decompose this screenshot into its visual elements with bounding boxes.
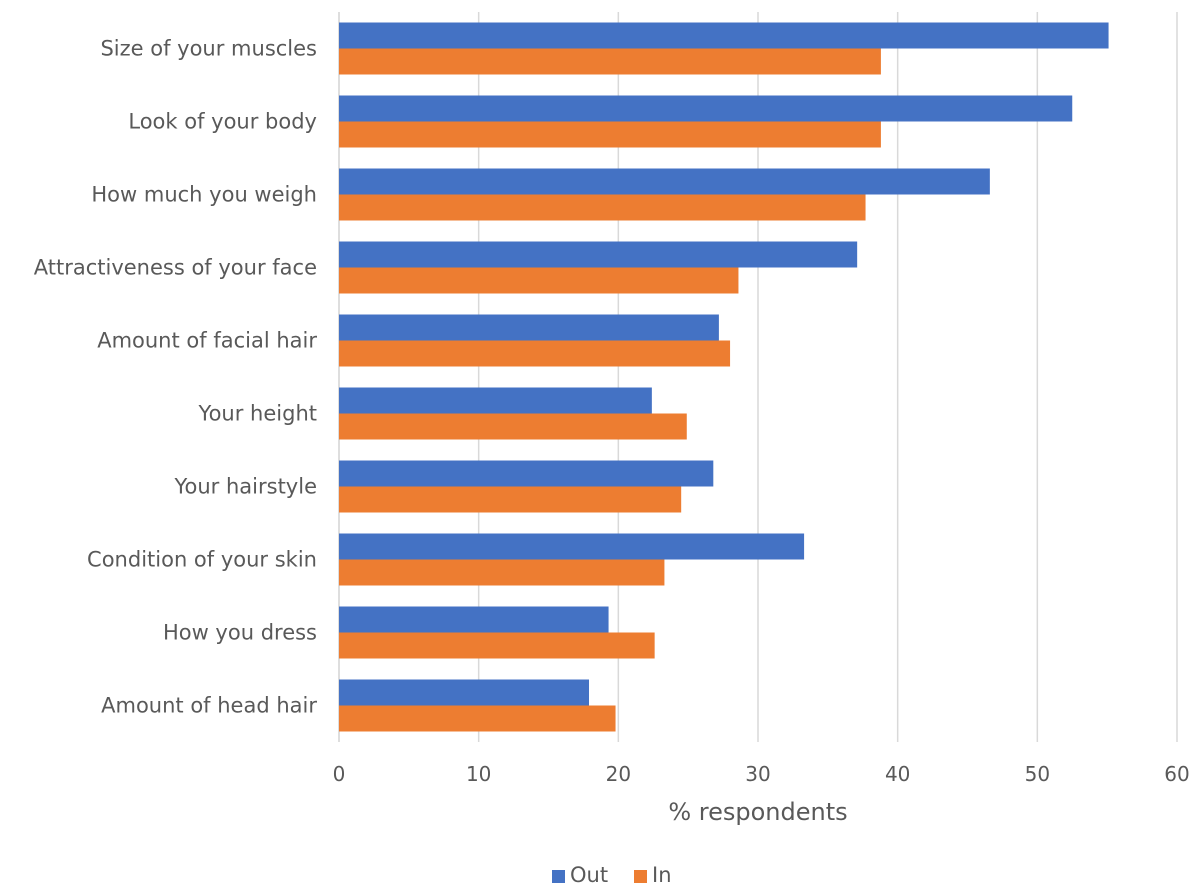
legend-label-out: Out <box>570 863 608 887</box>
bar-out-9 <box>339 679 590 706</box>
category-label: How you dress <box>163 621 317 645</box>
category-label: Look of your body <box>128 110 317 134</box>
x-tick-label: 60 <box>1164 762 1189 786</box>
bar-out-7 <box>339 533 805 560</box>
bar-in-8 <box>339 632 655 659</box>
legend-swatch-out <box>552 870 565 883</box>
x-tick-label: 30 <box>745 762 770 786</box>
legend: Out In <box>552 863 672 887</box>
category-label: Size of your muscles <box>100 37 317 61</box>
category-label: Condition of your skin <box>87 548 317 572</box>
category-label: Your hairstyle <box>173 475 317 499</box>
bar-out-6 <box>339 460 714 487</box>
category-labels: Size of your muscles Look of your body How… <box>34 37 318 718</box>
x-tick-label: 50 <box>1025 762 1050 786</box>
category-label: Amount of facial hair <box>97 329 317 353</box>
category-label: How much you weigh <box>91 183 317 207</box>
bar-out-0 <box>339 22 1109 49</box>
bar-in-4 <box>339 340 731 367</box>
bar-out-4 <box>339 314 719 341</box>
bar-out-2 <box>339 168 990 195</box>
bar-in-7 <box>339 559 665 586</box>
bar-in-2 <box>339 194 866 221</box>
category-label: Your height <box>198 402 317 426</box>
bar-in-6 <box>339 486 682 513</box>
category-label: Attractiveness of your face <box>34 256 317 280</box>
legend-label-in: In <box>652 863 672 887</box>
category-label: Amount of head hair <box>101 694 317 718</box>
bar-out-5 <box>339 387 652 414</box>
x-axis-title: % respondents <box>668 798 847 826</box>
bar-in-5 <box>339 413 687 440</box>
bar-in-0 <box>339 48 881 75</box>
legend-swatch-in <box>634 870 647 883</box>
bar-in-3 <box>339 267 739 294</box>
bar-in-1 <box>339 121 881 148</box>
bar-in-9 <box>339 705 616 732</box>
bars <box>339 22 1109 732</box>
x-tick-label: 20 <box>606 762 631 786</box>
x-tick-label: 0 <box>333 762 346 786</box>
x-tick-labels: 0 10 20 30 40 50 60 <box>333 762 1190 786</box>
bar-out-3 <box>339 241 858 268</box>
bar-out-1 <box>339 95 1073 122</box>
x-tick-label: 40 <box>885 762 910 786</box>
x-tick-label: 10 <box>466 762 491 786</box>
bar-out-8 <box>339 606 609 633</box>
